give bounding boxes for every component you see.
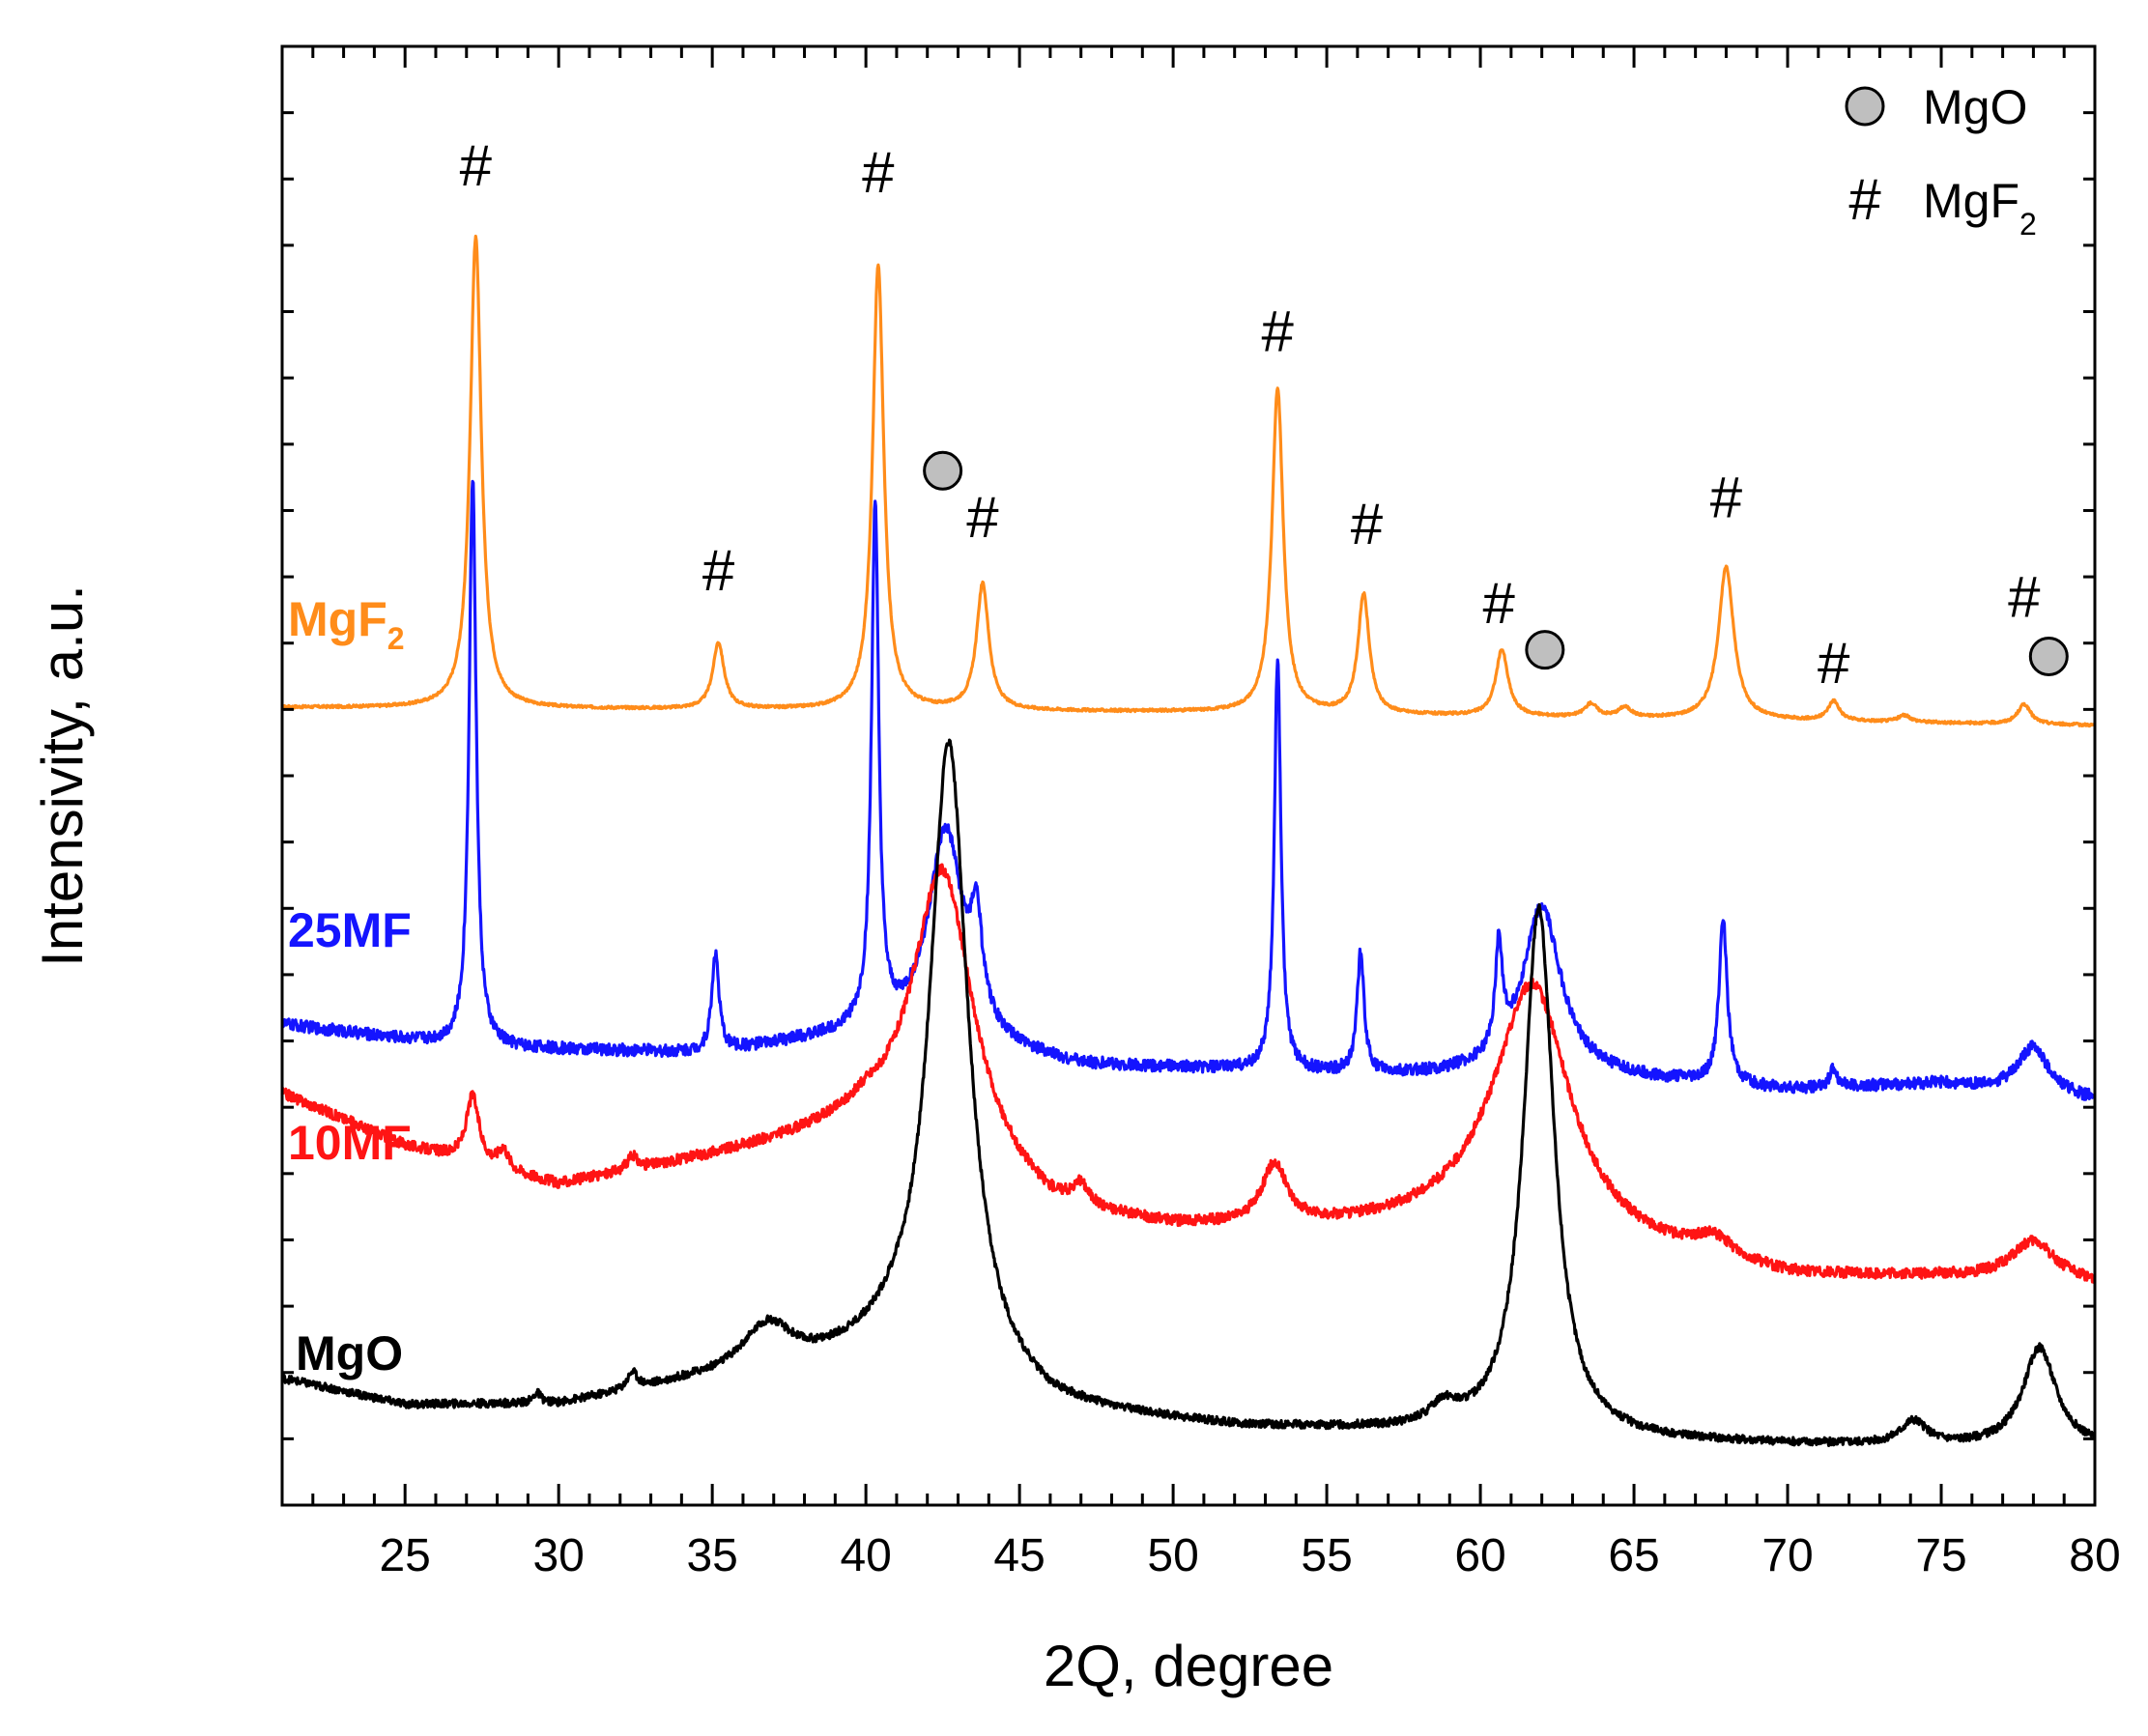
mgf2-peak-marker: # [702, 538, 735, 603]
series-line-25mf [280, 479, 2097, 1101]
mgf2-peak-marker: # [862, 140, 895, 205]
x-tick-label: 30 [532, 1530, 584, 1581]
x-tick-label: 35 [686, 1530, 737, 1581]
mgf2-peak-marker: # [460, 133, 493, 198]
mgf2-peak-marker: # [966, 485, 999, 550]
series-line-10mf [280, 863, 2097, 1285]
mgf2-peak-marker: # [1351, 492, 1384, 556]
ticks-layer: 25 30 35 40 45 50 55 60 65 70 75 80 [280, 46, 2121, 1581]
legend-mgo-circle-icon [1845, 86, 1885, 127]
mgo-peak-circle-icon [923, 450, 963, 491]
x-tick-label: 50 [1147, 1530, 1198, 1581]
x-tick-label: 65 [1608, 1530, 1659, 1581]
x-tick-label: 45 [993, 1530, 1045, 1581]
annotation-layer: # # # # # # # # # # [460, 133, 2069, 696]
series-line-mgo [280, 738, 2097, 1447]
series-layer [280, 234, 2097, 1447]
mgf2-peak-marker: # [1482, 571, 1515, 636]
mgf2-peak-marker: # [1262, 299, 1295, 364]
x-tick-label: 80 [2069, 1530, 2120, 1581]
plot-frame [280, 44, 2097, 1507]
legend-mgf2-label: MgF2 [1923, 174, 2037, 242]
series-label-25mf: 25MF [288, 903, 412, 957]
mgf2-peak-marker: # [1710, 465, 1743, 529]
x-axis-title: 2Q, degree [1044, 1634, 1333, 1698]
x-tick-label: 40 [840, 1530, 891, 1581]
series-label-10mf: 10MF [288, 1116, 412, 1170]
legend: MgO # MgF2 [1845, 80, 2037, 242]
x-tick-label: 60 [1454, 1530, 1505, 1581]
mgo-peak-circle-icon [1525, 630, 1565, 670]
x-tick-label: 55 [1301, 1530, 1352, 1581]
series-line-mgf2 [281, 234, 2097, 728]
mgf2-peak-marker: # [1818, 631, 1850, 696]
series-label-mgf2: MgF2 [288, 592, 405, 656]
legend-mgf2-hash-icon: # [1848, 167, 1881, 232]
y-axis-title: Intensivity, a.u. [30, 584, 95, 967]
series-label-mgo: MgO [296, 1326, 403, 1380]
x-tick-label: 70 [1761, 1530, 1813, 1581]
legend-mgo-label: MgO [1923, 80, 2027, 134]
mgo-peak-circle-icon [2028, 636, 2069, 676]
mgf2-peak-marker: # [2008, 564, 2041, 629]
x-tick-label: 25 [379, 1530, 430, 1581]
x-tick-label: 75 [1915, 1530, 1966, 1581]
